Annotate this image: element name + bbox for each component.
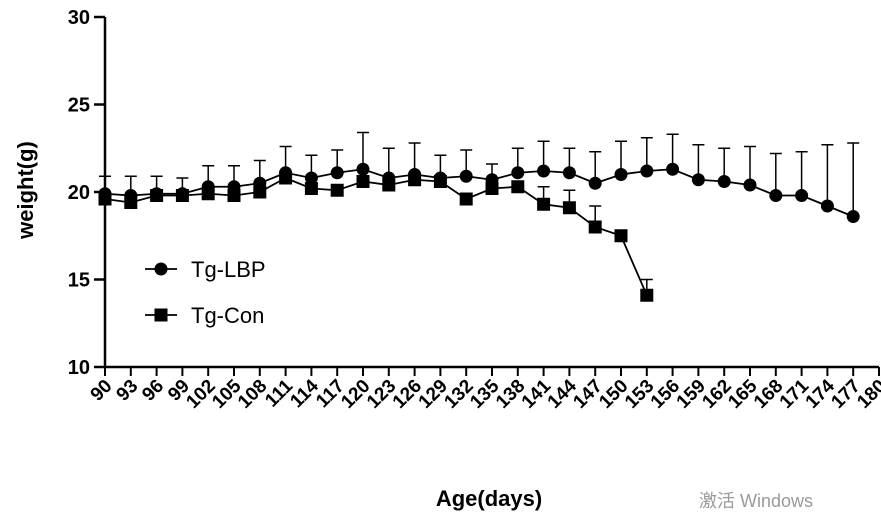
y-tick-label: 30 bbox=[68, 7, 90, 29]
y-tick-label: 20 bbox=[68, 182, 90, 204]
data-point bbox=[175, 189, 189, 202]
data-point bbox=[537, 197, 551, 211]
data-point bbox=[98, 192, 112, 206]
data-point bbox=[304, 182, 318, 195]
y-axis: 10 15 20 25 30 bbox=[68, 7, 107, 379]
data-point bbox=[356, 175, 370, 188]
y-tick-label: 25 bbox=[68, 95, 90, 117]
data-point bbox=[459, 169, 473, 183]
data-point bbox=[588, 176, 602, 190]
x-tick-label: 180 bbox=[853, 376, 881, 413]
data-point bbox=[717, 175, 731, 188]
data-point bbox=[150, 189, 164, 202]
data-point bbox=[279, 171, 293, 185]
series-tg-con bbox=[98, 171, 654, 302]
data-point bbox=[124, 196, 138, 209]
legend-label: Tg-LBP bbox=[191, 257, 266, 282]
legend-item: Tg-LBP bbox=[145, 257, 266, 282]
data-point bbox=[820, 199, 834, 213]
legend-item: Tg-Con bbox=[145, 303, 264, 328]
data-point bbox=[562, 166, 576, 180]
data-point bbox=[408, 173, 422, 187]
data-point bbox=[485, 182, 499, 195]
data-point bbox=[511, 180, 525, 194]
legend-marker bbox=[154, 262, 168, 276]
data-point bbox=[433, 175, 447, 188]
data-point bbox=[227, 189, 241, 202]
y-axis-title: weight(g) bbox=[13, 141, 38, 240]
data-point bbox=[537, 164, 551, 178]
data-point bbox=[330, 183, 344, 197]
legend: Tg-LBP Tg-Con bbox=[145, 257, 266, 328]
data-point bbox=[588, 220, 602, 234]
data-point bbox=[795, 189, 809, 202]
data-point bbox=[743, 178, 757, 192]
data-point bbox=[614, 229, 628, 243]
data-point bbox=[666, 162, 680, 176]
series-layer bbox=[98, 131, 860, 302]
windows-activation-watermark: 激活 Windows bbox=[699, 491, 813, 511]
data-point bbox=[562, 201, 576, 215]
data-point bbox=[304, 171, 318, 185]
legend-label: Tg-Con bbox=[191, 303, 264, 328]
data-point bbox=[330, 166, 344, 180]
data-point bbox=[640, 288, 654, 302]
data-point bbox=[201, 187, 215, 201]
data-point bbox=[356, 162, 370, 176]
y-tick-label: 15 bbox=[68, 270, 90, 292]
data-point bbox=[382, 178, 396, 192]
data-point bbox=[511, 166, 525, 180]
x-axis: 9093969910210510811111411712012312612913… bbox=[87, 365, 881, 413]
data-point bbox=[640, 164, 654, 178]
y-tick-label: 10 bbox=[68, 357, 90, 379]
legend-marker bbox=[154, 308, 168, 322]
series-tg-lbp bbox=[98, 131, 860, 223]
data-point bbox=[846, 210, 860, 223]
x-axis-title: Age(days) bbox=[436, 486, 542, 511]
data-point bbox=[769, 189, 783, 202]
data-point bbox=[459, 192, 473, 206]
series-line bbox=[104, 177, 648, 296]
data-point bbox=[253, 185, 267, 199]
data-point bbox=[691, 173, 705, 187]
data-point bbox=[614, 168, 628, 181]
